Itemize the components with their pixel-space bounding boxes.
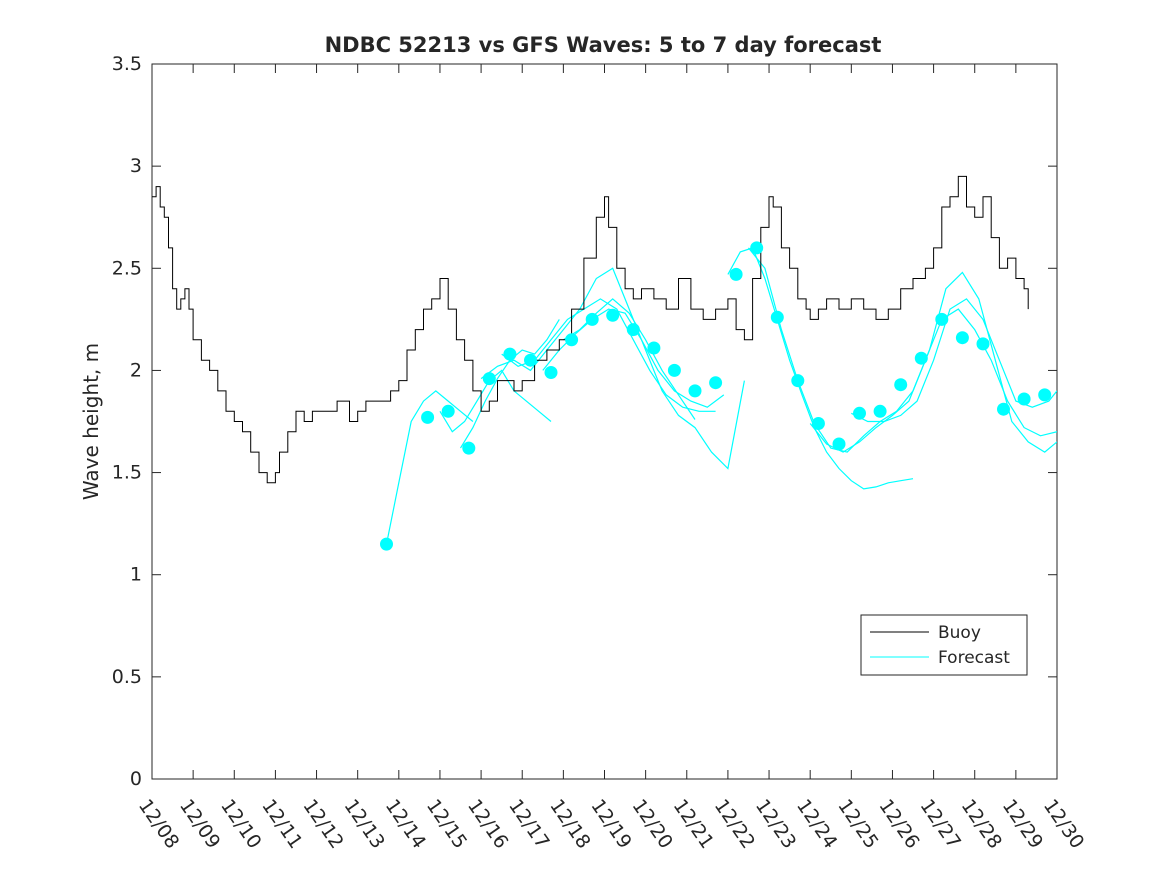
y-tick-label: 0.5	[112, 666, 142, 688]
y-tick-label: 2	[130, 359, 142, 381]
forecast-point	[955, 331, 969, 345]
forecast-point	[914, 351, 928, 365]
forecast-line	[727, 247, 914, 490]
forecast-point	[585, 312, 599, 326]
legend-buoy-label: Buoy	[938, 623, 981, 643]
forecast-point	[873, 404, 887, 418]
forecast-point	[441, 404, 455, 418]
forecast-point	[750, 241, 764, 255]
forecast-point	[976, 337, 990, 351]
buoy-line	[152, 175, 1029, 484]
y-tick-label: 1.5	[112, 462, 142, 484]
forecast-line	[439, 369, 552, 433]
y-tick-label: 2.5	[112, 257, 142, 279]
forecast-point	[667, 363, 681, 377]
forecast-point	[1017, 392, 1031, 406]
y-tick-label: 0	[130, 768, 142, 790]
forecast-point	[811, 417, 825, 430]
forecast-point	[626, 323, 640, 337]
forecast-point	[709, 376, 723, 390]
y-tick-label: 1	[130, 564, 142, 586]
legend-forecast-label: Forecast	[938, 648, 1010, 668]
forecast-point	[380, 537, 393, 551]
forecast-point	[997, 402, 1010, 416]
forecast-line	[480, 267, 745, 470]
forecast-point	[1038, 388, 1052, 402]
forecast-point	[647, 341, 661, 355]
chart-title: NDBC 52213 vs GFS Waves: 5 to 7 day fore…	[325, 33, 882, 57]
y-axis-label: Wave height, m	[79, 343, 103, 500]
forecast-point	[853, 406, 866, 420]
forecast-point	[729, 267, 743, 281]
forecast-point	[606, 308, 620, 322]
forecast-point	[503, 347, 517, 361]
forecast-point	[421, 410, 435, 424]
forecast-point	[894, 378, 908, 392]
forecast-line	[501, 298, 716, 412]
axis-ticks	[151, 63, 1058, 780]
forecast-line	[851, 298, 1057, 423]
y-tick-label: 3	[130, 155, 142, 177]
y-tick-label: 3.5	[112, 53, 142, 75]
forecast-point	[688, 384, 702, 398]
forecast-point	[935, 312, 949, 326]
forecast-point	[791, 374, 805, 388]
forecast-point	[770, 310, 784, 324]
legend-box	[860, 614, 1028, 676]
forecast-point	[462, 441, 476, 455]
forecast-line	[563, 298, 696, 420]
forecast-point	[482, 372, 496, 386]
forecast-point	[832, 437, 846, 451]
forecast-line	[385, 390, 474, 545]
legend: Buoy Forecast	[860, 614, 1028, 676]
forecast-point	[565, 333, 579, 347]
forecast-line	[809, 308, 1057, 453]
chart-series	[152, 175, 1057, 551]
forecast-point	[544, 366, 558, 379]
y-axis-tick-labels: 0 0.5 1 1.5 2 2.5 3 3.5	[112, 53, 142, 790]
forecast-point	[524, 353, 537, 367]
